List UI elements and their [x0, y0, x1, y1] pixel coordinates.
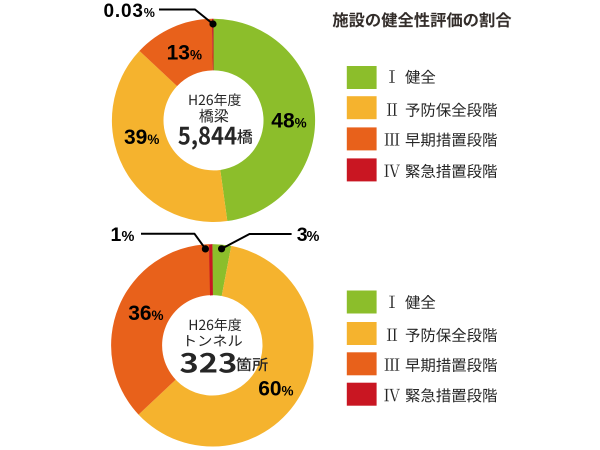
svg-text:1%: 1% — [111, 224, 135, 246]
svg-text:0.03%: 0.03% — [104, 1, 155, 22]
svg-text:39%: 39% — [124, 126, 159, 149]
svg-text:36%: 36% — [128, 302, 163, 325]
svg-text:60%: 60% — [258, 378, 293, 401]
svg-text:13%: 13% — [167, 41, 202, 64]
svg-text:3%: 3% — [297, 224, 320, 246]
svg-text:48%: 48% — [271, 110, 306, 133]
